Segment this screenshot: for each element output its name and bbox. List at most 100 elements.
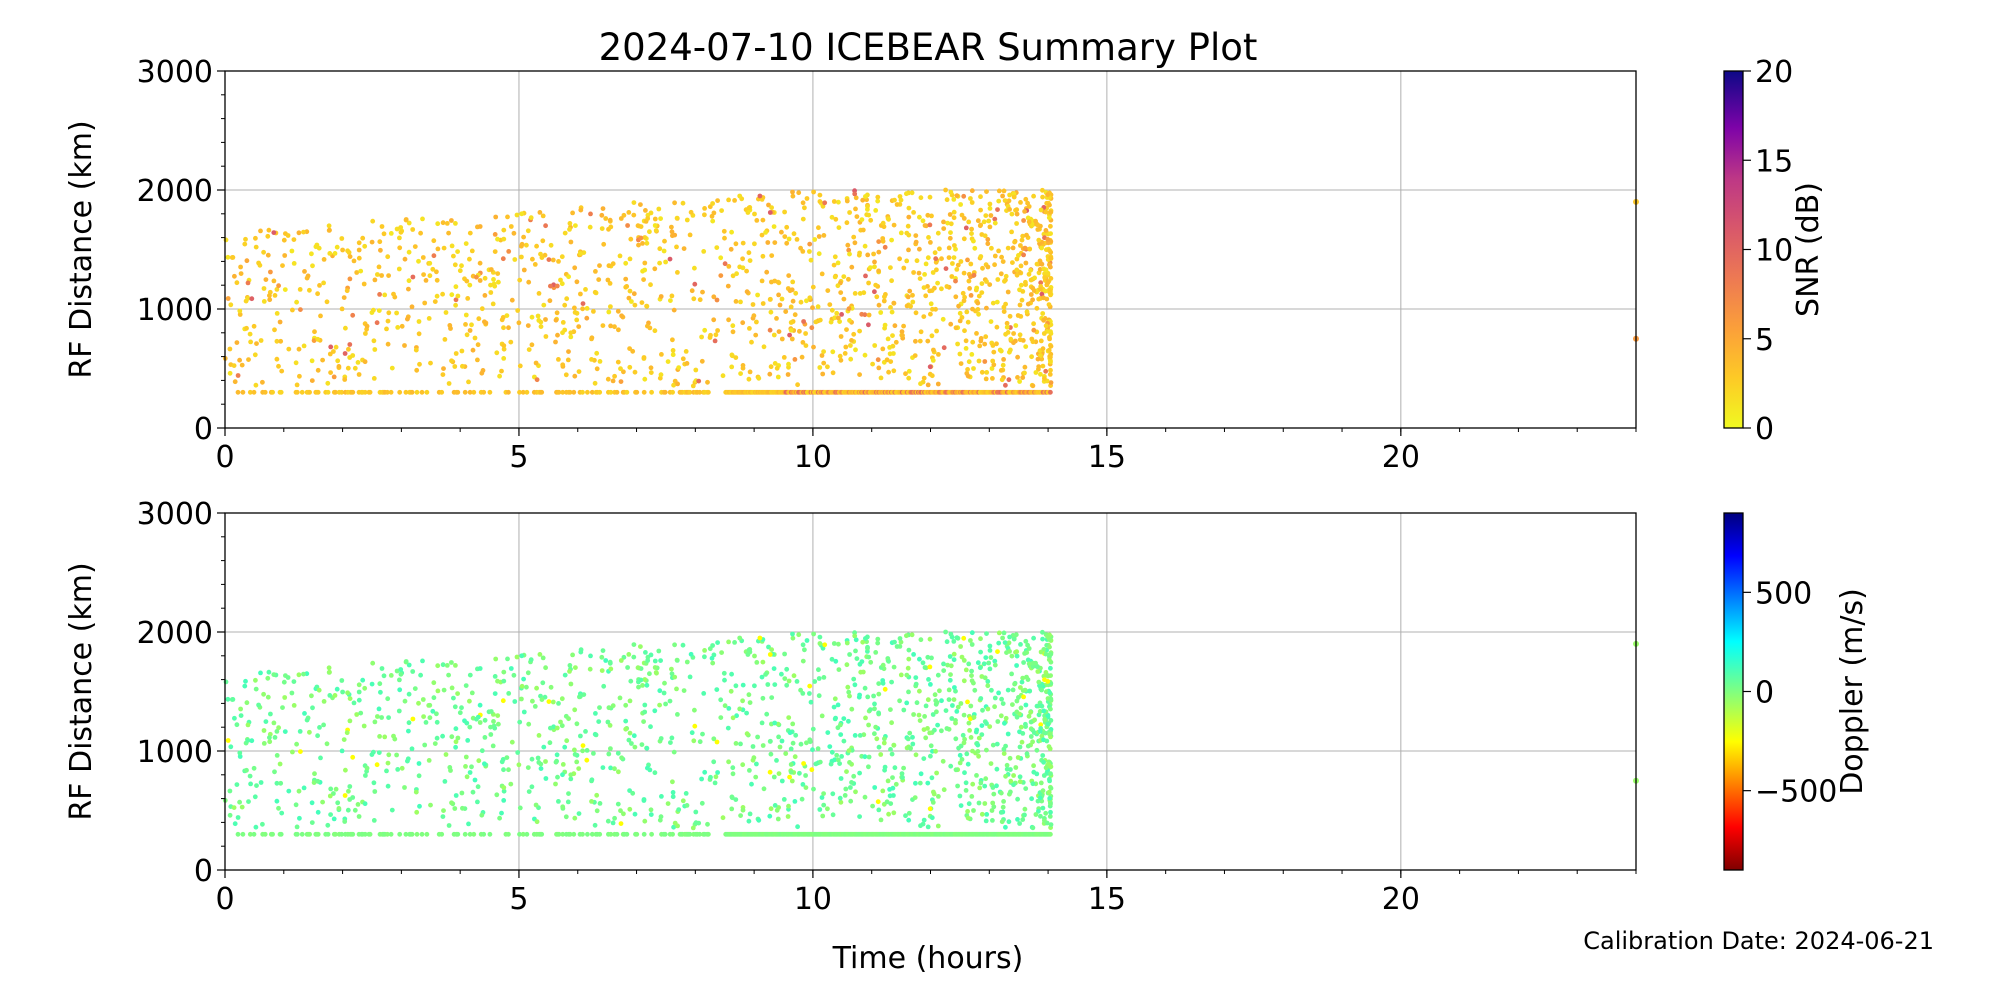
data-point <box>658 658 663 663</box>
data-point <box>1001 751 1007 756</box>
data-point <box>647 229 652 235</box>
data-point <box>593 711 598 716</box>
data-point <box>491 719 496 724</box>
data-point <box>900 333 905 338</box>
data-point <box>967 286 972 291</box>
data-point <box>846 306 852 312</box>
data-point <box>873 282 879 288</box>
data-point <box>822 642 828 648</box>
data-point <box>1015 375 1020 380</box>
data-point <box>1043 323 1049 329</box>
data-point <box>477 260 483 266</box>
data-point <box>757 193 763 199</box>
data-point <box>566 791 571 796</box>
data-point <box>998 810 1004 815</box>
data-point <box>999 377 1005 383</box>
data-point <box>293 360 299 366</box>
data-point <box>843 786 849 792</box>
data-point <box>872 264 877 270</box>
data-point <box>1023 702 1029 708</box>
data-point <box>952 243 957 248</box>
data-point <box>644 745 650 751</box>
data-point <box>430 266 436 272</box>
data-point <box>449 292 455 298</box>
data-point <box>722 703 728 709</box>
data-point <box>992 658 998 664</box>
data-point <box>629 299 634 304</box>
data-point <box>832 315 838 321</box>
data-point <box>906 205 912 211</box>
data-point <box>821 360 827 366</box>
data-point <box>1015 354 1020 360</box>
data-point <box>301 785 307 791</box>
data-point <box>543 223 548 229</box>
data-point <box>781 355 787 360</box>
data-point <box>475 799 480 805</box>
data-point <box>925 255 931 261</box>
data-point <box>771 774 777 780</box>
data-point <box>1046 215 1052 221</box>
data-point <box>1040 788 1046 794</box>
data-point <box>962 328 967 334</box>
data-point <box>1001 309 1007 314</box>
data-point <box>832 757 838 763</box>
data-point <box>670 790 676 795</box>
data-point <box>642 677 648 682</box>
data-point <box>1048 809 1053 815</box>
data-point <box>519 241 525 247</box>
data-point <box>699 358 705 364</box>
data-point <box>1020 375 1026 380</box>
data-point <box>885 778 891 784</box>
data-point <box>225 296 231 301</box>
data-point <box>890 775 895 780</box>
snr-y-axis-label: RF Distance (km) <box>64 120 99 378</box>
data-point <box>929 373 935 379</box>
data-point <box>474 274 479 280</box>
data-point <box>282 287 288 292</box>
data-point <box>961 678 967 684</box>
data-point <box>983 213 989 219</box>
data-point <box>347 797 353 802</box>
data-point <box>904 745 910 751</box>
data-point <box>787 332 792 338</box>
data-point <box>572 265 578 271</box>
data-point <box>958 803 964 808</box>
data-point <box>367 831 373 837</box>
data-point <box>592 380 598 386</box>
data-point <box>382 292 388 298</box>
data-point <box>825 364 830 370</box>
data-point <box>872 343 878 348</box>
data-point <box>968 638 973 643</box>
data-point <box>418 672 423 678</box>
data-point <box>253 382 259 388</box>
data-point <box>672 642 677 648</box>
data-point <box>362 389 368 395</box>
data-point <box>406 662 412 668</box>
data-point <box>851 234 857 240</box>
data-point <box>605 719 611 725</box>
data-point <box>857 770 862 776</box>
data-point <box>953 246 958 252</box>
data-point <box>1017 779 1023 785</box>
data-point <box>866 654 872 660</box>
data-point <box>616 769 621 775</box>
data-point <box>1030 825 1036 831</box>
data-point <box>951 657 957 663</box>
data-point <box>537 652 543 657</box>
data-point <box>998 713 1004 719</box>
data-point <box>710 643 715 648</box>
data-point <box>463 754 469 760</box>
data-point <box>972 245 978 251</box>
data-point <box>1024 232 1029 238</box>
data-point <box>812 237 818 242</box>
data-point <box>361 281 367 287</box>
data-point <box>414 367 420 373</box>
data-point <box>882 322 888 328</box>
data-point <box>966 278 972 284</box>
data-point <box>965 815 971 821</box>
data-point <box>730 765 736 771</box>
data-point <box>782 209 787 215</box>
data-point <box>768 296 773 302</box>
data-point <box>979 281 985 286</box>
